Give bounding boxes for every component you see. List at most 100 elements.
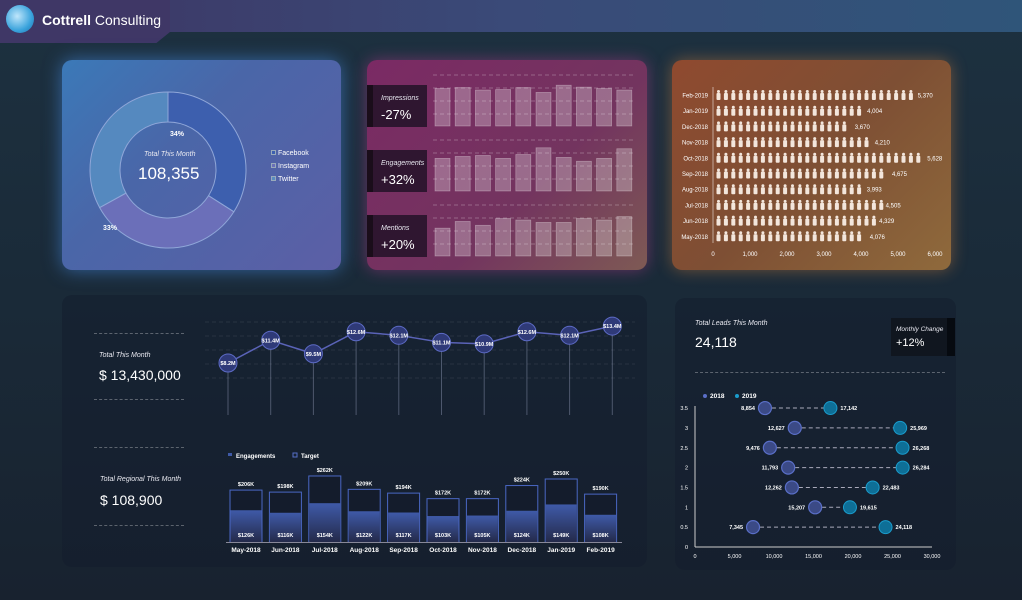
point-2018 (781, 460, 796, 475)
leads-label: Total Leads This Month (695, 320, 768, 327)
person-icon (768, 171, 773, 179)
person-icon (760, 124, 765, 132)
person-icon (775, 202, 780, 210)
mini-bar (515, 154, 532, 192)
person-icon (738, 234, 743, 242)
engagement-bar (585, 514, 617, 542)
social-total: 108,355 (138, 164, 200, 183)
person-icon (791, 105, 794, 109)
person-icon (797, 108, 802, 116)
person-icon (886, 155, 891, 163)
person-icon (716, 108, 721, 116)
mini-bar (495, 158, 511, 192)
person-icon (753, 218, 758, 226)
person-icon (828, 199, 831, 203)
person-icon (776, 199, 780, 203)
person-icon (753, 155, 758, 163)
person-icon (760, 155, 765, 163)
engagement-label: $154K (317, 533, 333, 539)
person-icon (820, 199, 824, 203)
person-icon (827, 202, 832, 210)
person-icon (723, 124, 728, 132)
value-label: 3,993 (867, 188, 883, 194)
person-icon (805, 137, 809, 141)
person-icon (776, 184, 780, 188)
person-icon (746, 187, 751, 195)
person-icon (783, 168, 787, 172)
person-icon (738, 187, 743, 195)
x-tick-label: 20,000 (845, 554, 862, 560)
person-icon (857, 199, 861, 203)
brand-bold: Cottrell (42, 12, 91, 28)
point-label: $12.1M (560, 333, 579, 339)
person-icon (783, 93, 788, 100)
person-icon (768, 231, 772, 235)
person-icon (768, 199, 772, 203)
person-icon (842, 231, 846, 235)
person-icon (834, 234, 839, 242)
x-tick-label: Sep-2018 (389, 547, 418, 554)
person-icon (746, 202, 751, 210)
person-icon (746, 105, 750, 109)
person-icon (738, 108, 743, 116)
legend-label: Facebook (278, 150, 309, 157)
person-icon (834, 202, 839, 210)
person-icon (731, 199, 735, 203)
divider (94, 333, 184, 334)
point-label: $11.1M (432, 340, 450, 346)
mini-bar (454, 221, 471, 257)
person-icon (790, 108, 795, 116)
x-tick-label: 1,000 (742, 252, 758, 258)
pictograph-row (716, 199, 884, 210)
person-icon (739, 152, 743, 156)
person-icon (783, 171, 788, 179)
category-label: Sep-2018 (682, 172, 709, 178)
y-tick-label: 3 (685, 426, 688, 432)
x-tick-label: 2,000 (779, 252, 795, 258)
person-icon (805, 184, 809, 188)
mini-bar (475, 224, 491, 257)
person-icon (761, 137, 765, 141)
person-icon (768, 140, 773, 148)
mini-bar (495, 89, 511, 127)
divider (94, 399, 184, 400)
person-icon (716, 218, 721, 226)
person-icon (754, 215, 757, 219)
value-label: 5,370 (918, 94, 934, 100)
person-icon (835, 231, 839, 235)
person-icon (908, 155, 913, 163)
person-icon (768, 137, 772, 141)
person-icon (857, 184, 861, 188)
pictograph-row (716, 168, 884, 179)
x-tick-label: 15,000 (805, 554, 822, 560)
person-icon (754, 231, 757, 235)
person-icon (761, 152, 765, 156)
point-2018 (762, 440, 777, 455)
mini-bar (596, 219, 612, 257)
legend-label: 2018 (710, 393, 725, 400)
donut-slice-facebook (167, 91, 247, 213)
person-icon (768, 234, 773, 242)
person-icon (760, 140, 765, 148)
person-icon (857, 93, 862, 100)
person-icon (812, 124, 817, 132)
person-icon (738, 171, 743, 179)
person-icon (776, 168, 780, 172)
person-icon (790, 93, 795, 100)
person-icon (805, 231, 809, 235)
target-label: $172K (474, 491, 490, 497)
x-tick-label: 10,000 (766, 554, 783, 560)
person-icon (850, 90, 854, 93)
person-icon (746, 215, 750, 219)
mini-bar (555, 222, 572, 257)
value-label-2018: 8,854 (741, 406, 756, 412)
person-icon (731, 231, 735, 235)
y-tick-label: 0 (685, 545, 688, 551)
person-icon (820, 93, 825, 100)
person-icon (805, 93, 810, 100)
person-icon (849, 218, 854, 226)
person-icon (724, 168, 728, 172)
person-icon (761, 168, 765, 172)
person-icon (842, 218, 847, 226)
person-icon (871, 218, 876, 226)
